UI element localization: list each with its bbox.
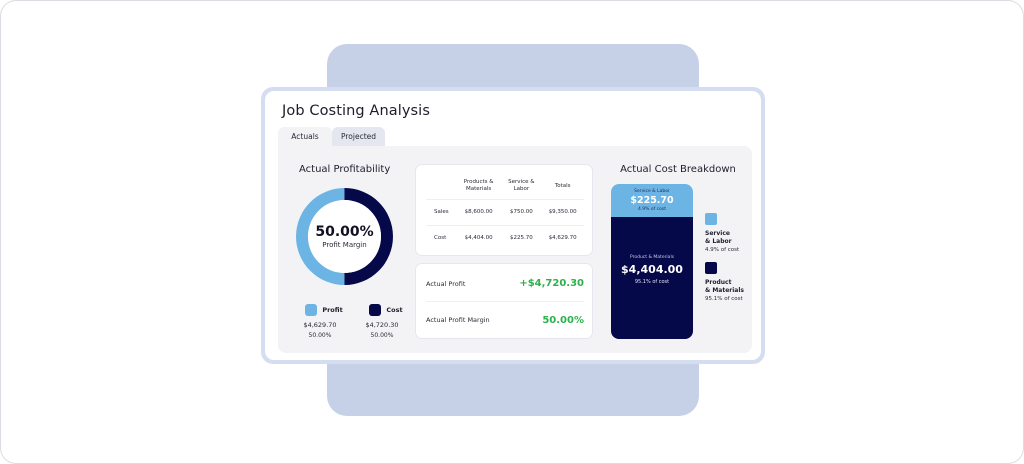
segment-product-materials: Product & Materials $4,404.00 95.1% of c… <box>611 217 693 339</box>
segment-percent: 4.9% of cost <box>638 207 666 212</box>
segment-value: $225.70 <box>630 195 674 206</box>
actual-margin-row: Actual Profit Margin 50.00% <box>426 302 584 338</box>
cell-service: $750.00 <box>501 199 542 226</box>
actuals-panel: Actual Profitability 50.00% Profit Margi… <box>278 146 752 353</box>
actual-margin-label: Actual Profit Margin <box>426 316 490 324</box>
segment-label: Product & Materials <box>629 255 675 260</box>
cell-products: $4,404.00 <box>464 235 493 242</box>
table-row-sales: Sales $8,600.00 $750.00 $9,350.00 <box>426 199 584 226</box>
actual-margin-value: 50.00% <box>542 314 584 326</box>
product-swatch-icon <box>705 262 717 274</box>
legend-name: Cost <box>386 306 403 314</box>
profitability-title: Actual Profitability <box>299 164 391 175</box>
segment-label: Service & Labor <box>634 189 670 194</box>
actual-profit-row: Actual Profit +$4,720.30 <box>426 266 584 302</box>
profit-margin-label: Profit Margin <box>322 241 367 249</box>
profit-swatch-icon <box>305 304 318 316</box>
legend-percent: 50.00% <box>370 332 394 339</box>
cell-service: $225.70 <box>509 235 533 242</box>
profit-margin-value: 50.00% <box>315 224 374 240</box>
cell-total: $9,350.00 <box>541 199 584 226</box>
legend-name: Product & Materials <box>705 279 744 294</box>
legend-value: $4,629.70 <box>303 321 337 329</box>
cost-swatch-icon <box>369 304 382 316</box>
legend-name: Service & Labor <box>705 230 732 245</box>
cell-products: $8,600.00 <box>456 199 502 226</box>
column-header-service: Service & Labor <box>501 174 542 200</box>
job-costing-card: Job Costing Analysis Actuals Projected A… <box>265 91 761 360</box>
cell-total: $4,629.70 <box>548 235 577 242</box>
donut-ring <box>296 188 393 285</box>
profit-donut-chart: 50.00% Profit Margin <box>296 188 393 285</box>
legend-value: $4,720.30 <box>365 321 399 329</box>
legend-percent: 95.1% of cost <box>705 296 743 302</box>
tab-actuals[interactable]: Actuals <box>278 127 332 146</box>
column-header-products: Products & Materials <box>456 174 502 200</box>
legend-item-cost: Cost $4,720.30 50.00% <box>362 304 403 339</box>
legend-name: Profit <box>322 306 343 314</box>
table-row-cost: Cost $4,404.00 $225.70 $4,629.70 <box>426 225 584 251</box>
column-header-blank <box>426 174 456 200</box>
job-costing-card-frame: Job Costing Analysis Actuals Projected A… <box>261 87 765 364</box>
legend-item-profit: Profit $4,629.70 50.00% <box>300 304 343 339</box>
breakdown-legend-product: Product & Materials 95.1% of cost <box>705 262 755 302</box>
legend-percent: 4.9% of cost <box>705 247 740 253</box>
sales-cost-table: Products & Materials Service & Labor Tot… <box>426 174 584 251</box>
legend-percent: 50.00% <box>308 332 332 339</box>
breakdown-legend: Service & Labor 4.9% of cost Product & M… <box>705 213 755 311</box>
tab-bar: Actuals Projected <box>278 127 385 146</box>
row-label: Cost <box>434 235 447 242</box>
segment-service-labor: Service & Labor $225.70 4.9% of cost <box>611 184 693 217</box>
cost-breakdown-bar: Service & Labor $225.70 4.9% of cost Pro… <box>611 184 693 339</box>
segment-percent: 95.1% of cost <box>634 279 670 285</box>
profitability-legend: Profit $4,629.70 50.00% Cost $4,720.30 5… <box>300 304 403 339</box>
profit-summary-card: Actual Profit +$4,720.30 Actual Profit M… <box>415 263 593 339</box>
breakdown-title: Actual Cost Breakdown <box>620 164 736 175</box>
segment-value: $4,404.00 <box>621 263 683 276</box>
row-label: Sales <box>426 199 456 226</box>
breakdown-legend-service: Service & Labor 4.9% of cost <box>705 213 755 253</box>
service-swatch-icon <box>705 213 717 225</box>
column-header-totals: Totals <box>541 174 584 200</box>
actual-profit-label: Actual Profit <box>426 279 466 288</box>
card-title: Job Costing Analysis <box>282 103 430 119</box>
sales-cost-table-card: Products & Materials Service & Labor Tot… <box>415 164 593 256</box>
tab-projected[interactable]: Projected <box>332 127 385 146</box>
donut-center: 50.00% Profit Margin <box>296 188 393 285</box>
actual-profit-value: +$4,720.30 <box>519 278 584 289</box>
